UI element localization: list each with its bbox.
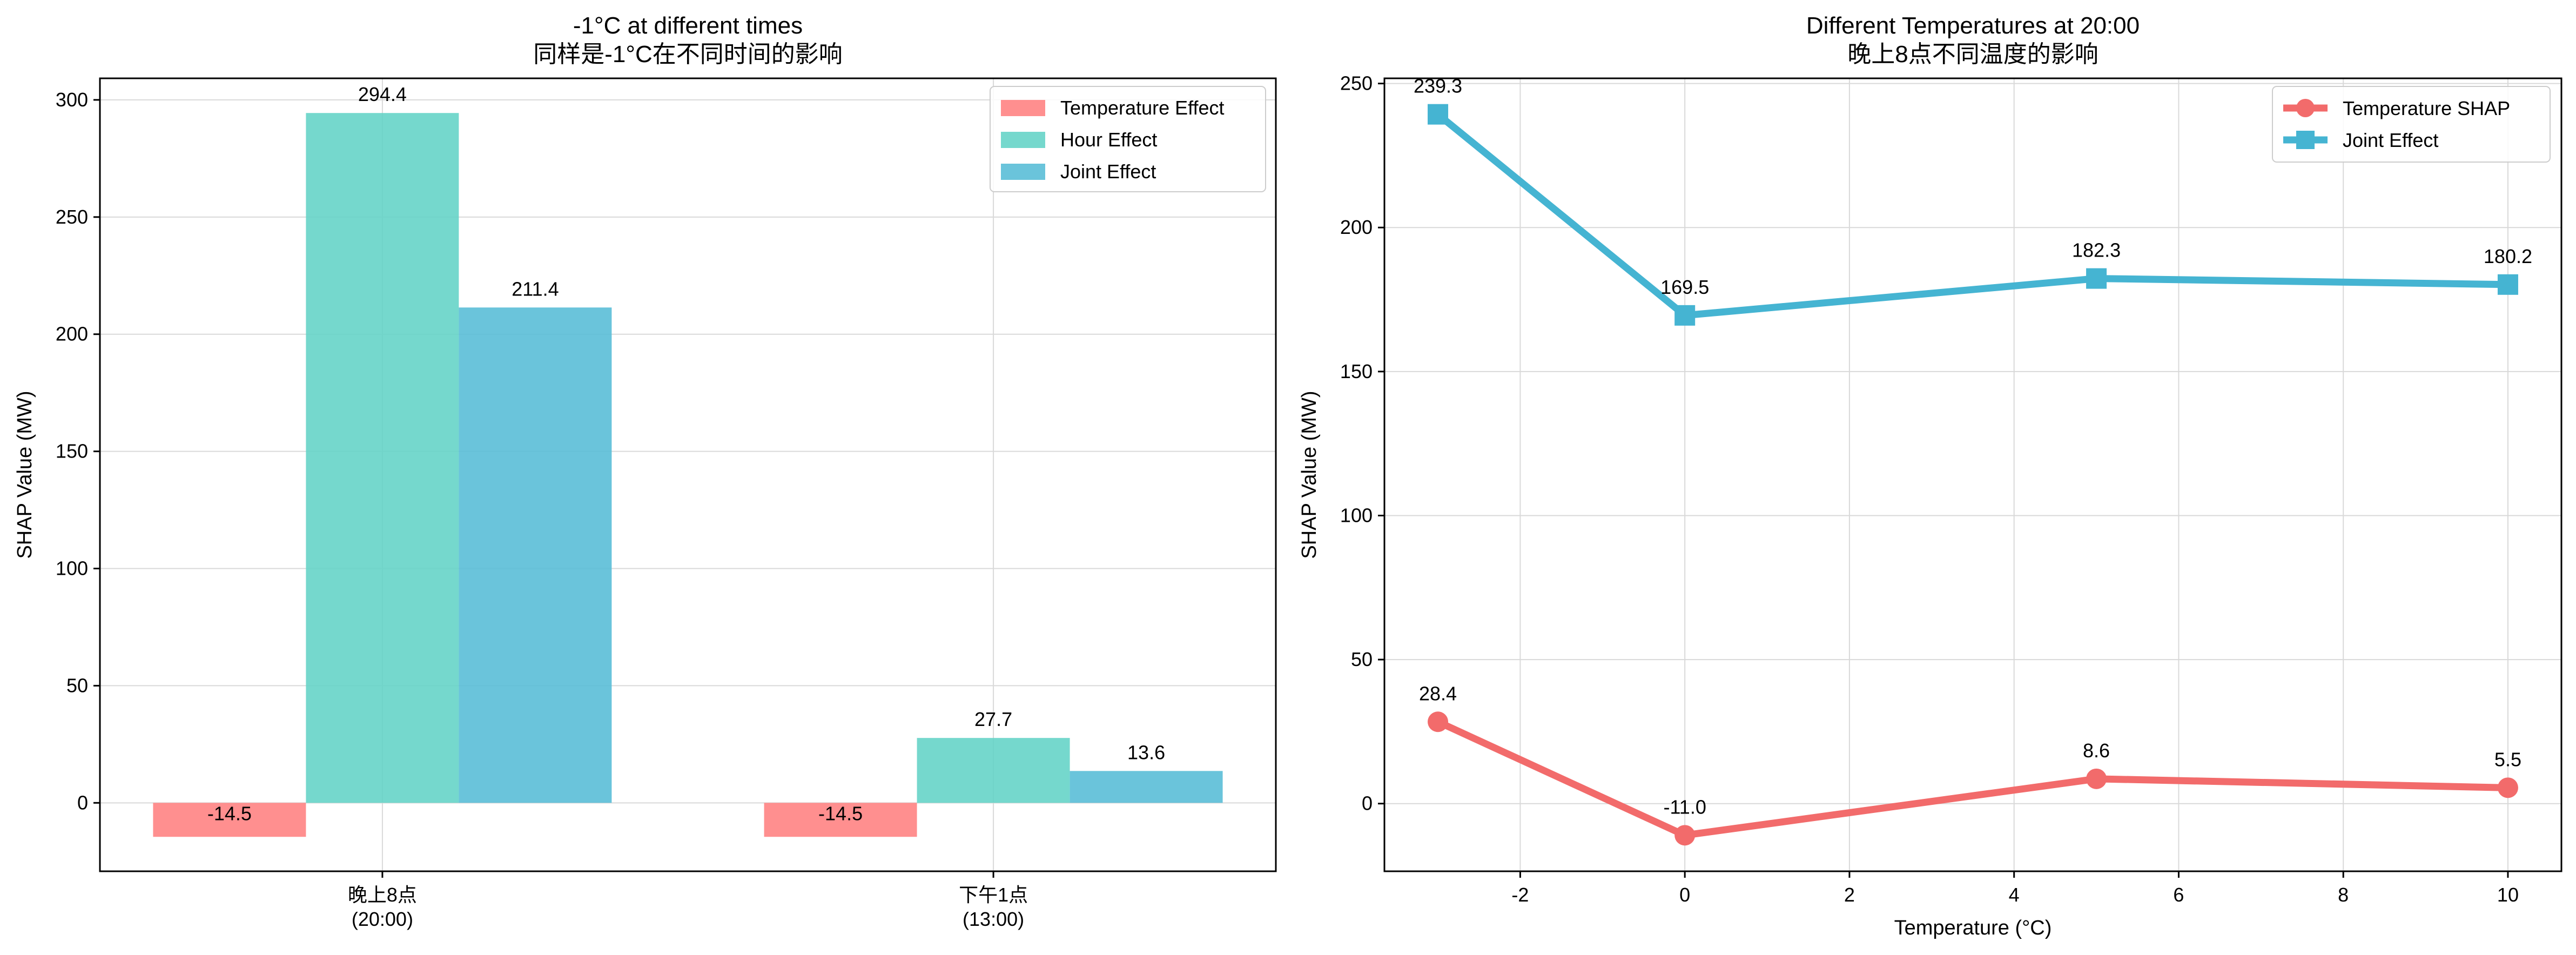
x-tick-label: 6 xyxy=(2173,884,2184,906)
series-line xyxy=(1434,718,2512,839)
chart-title: -1°C at different times xyxy=(573,12,803,39)
legend-label: Joint Effect xyxy=(2343,129,2438,151)
y-tick-label: 0 xyxy=(1362,792,1373,815)
chart-subtitle: 晚上8点不同温度的影响 xyxy=(1847,41,2098,68)
data-point xyxy=(1428,104,1449,125)
bar-data-label: -14.5 xyxy=(207,802,252,824)
y-tick-label: 200 xyxy=(56,323,88,345)
data-point xyxy=(1674,305,1696,326)
x-tick-label: -2 xyxy=(1511,884,1529,906)
data-point xyxy=(1674,825,1696,846)
legend-swatch xyxy=(1001,100,1045,116)
data-point xyxy=(2497,274,2518,295)
y-tick-label: 300 xyxy=(56,89,88,111)
bar xyxy=(459,307,612,803)
x-axis-label: Temperature (°C) xyxy=(1894,917,2052,939)
point-data-label: 182.3 xyxy=(2072,239,2121,261)
point-data-label: 8.6 xyxy=(2083,739,2110,762)
legend-label: Temperature Effect xyxy=(1060,97,1225,119)
x-tick-label: 下午1点 xyxy=(959,884,1028,906)
plot-frame xyxy=(1383,77,2562,872)
chart-subtitle: 同样是-1°C在不同时间的影响 xyxy=(533,41,843,68)
bar xyxy=(1070,771,1223,803)
x-tick-label: 2 xyxy=(1844,884,1855,906)
y-tick-label: 0 xyxy=(77,791,88,813)
data-point xyxy=(2497,777,2518,798)
point-data-label: 5.5 xyxy=(2494,748,2521,770)
bar-data-label: 294.4 xyxy=(358,83,407,105)
legend-swatch xyxy=(1001,164,1045,180)
y-axis-label: SHAP Value (MW) xyxy=(14,391,36,559)
right-chart-panel: Different Temperatures at 20:00晚上8点不同温度的… xyxy=(1298,12,2562,939)
bar xyxy=(917,738,1070,803)
point-data-label: -11.0 xyxy=(1663,796,1706,818)
y-tick-label: 50 xyxy=(1351,648,1373,670)
series-line xyxy=(1434,111,2512,319)
point-data-label: 169.5 xyxy=(1660,276,1709,298)
bar xyxy=(306,113,459,803)
legend-box xyxy=(2272,86,2551,163)
point-data-label: 180.2 xyxy=(2484,245,2532,267)
plot-frame xyxy=(99,77,1277,872)
x-tick-label: 4 xyxy=(2009,884,2020,906)
legend-marker xyxy=(2296,131,2315,149)
y-tick-label: 150 xyxy=(1340,360,1373,382)
y-tick-label: 250 xyxy=(56,206,88,228)
y-tick-label: 100 xyxy=(56,557,88,580)
bar xyxy=(153,803,306,837)
y-tick-label: 250 xyxy=(1340,72,1373,95)
bar-data-label: 27.7 xyxy=(974,708,1012,730)
legend-marker xyxy=(2296,99,2315,117)
x-tick-label: (13:00) xyxy=(963,908,1024,930)
y-tick-label: 100 xyxy=(1340,504,1373,526)
legend-label: Temperature SHAP xyxy=(2343,97,2510,119)
x-tick-label: 0 xyxy=(1679,884,1690,906)
y-tick-label: 150 xyxy=(56,440,88,462)
chart-title: Different Temperatures at 20:00 xyxy=(1806,12,2140,39)
legend-swatch xyxy=(1001,132,1045,148)
point-data-label: 28.4 xyxy=(1419,682,1457,704)
legend-label: Joint Effect xyxy=(1060,160,1156,183)
legend-label: Hour Effect xyxy=(1060,129,1157,151)
x-tick-label: (20:00) xyxy=(352,908,413,930)
bar-data-label: 13.6 xyxy=(1127,741,1165,763)
data-point xyxy=(2086,268,2107,289)
bar-data-label: -14.5 xyxy=(818,802,863,824)
y-tick-label: 200 xyxy=(1340,216,1373,238)
bar xyxy=(764,803,917,837)
legend-box xyxy=(990,86,1266,192)
bar-data-label: 211.4 xyxy=(512,278,559,300)
x-tick-label: 晚上8点 xyxy=(348,884,417,906)
x-tick-label: 10 xyxy=(2497,884,2519,906)
x-tick-label: 8 xyxy=(2338,884,2349,906)
data-point xyxy=(1428,711,1449,732)
data-point xyxy=(2086,768,2107,789)
y-tick-label: 50 xyxy=(66,674,88,696)
y-axis-label: SHAP Value (MW) xyxy=(1298,391,1321,559)
